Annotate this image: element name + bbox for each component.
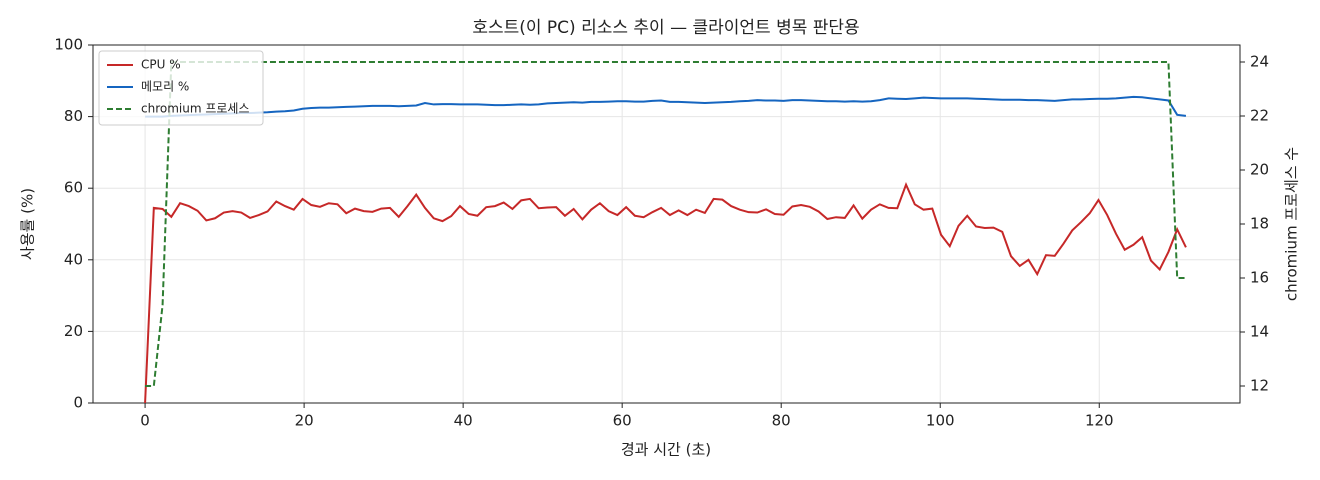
plot-frame bbox=[92, 44, 1241, 404]
y-axis-label: 사용률 (%) bbox=[19, 188, 37, 260]
y2-tick-label: 24 bbox=[1250, 53, 1269, 71]
x-tick-label: 120 bbox=[1085, 412, 1114, 430]
x-tick-label: 100 bbox=[926, 412, 955, 430]
y-tick-label: 40 bbox=[64, 250, 83, 268]
y2-tick-label: 20 bbox=[1250, 161, 1269, 179]
y-tick-label: 60 bbox=[64, 179, 83, 197]
y-tick-label: 100 bbox=[54, 36, 83, 54]
y-tick-label: 20 bbox=[64, 322, 83, 340]
x-tick-label: 80 bbox=[772, 412, 791, 430]
y2-tick-label: 14 bbox=[1250, 322, 1269, 340]
chart-title: 호스트(이 PC) 리소스 추이 — 클라이언트 병목 판단용 bbox=[472, 18, 859, 38]
x-tick-label: 40 bbox=[454, 412, 473, 430]
y2-tick-label: 16 bbox=[1250, 268, 1269, 286]
legend-label: CPU % bbox=[141, 58, 181, 72]
series-line bbox=[145, 95, 1187, 118]
y2-tick-label: 18 bbox=[1250, 215, 1269, 233]
legend-label: 메모리 % bbox=[141, 80, 189, 94]
x-tick-label: 20 bbox=[295, 412, 314, 430]
x-tick-label: 60 bbox=[613, 412, 632, 430]
x-tick-label: 0 bbox=[140, 412, 150, 430]
y2-axis-label: chromium 프로세스 수 bbox=[1283, 147, 1301, 301]
y-tick-label: 0 bbox=[73, 394, 83, 412]
legend-label: chromium 프로세스 bbox=[141, 102, 250, 116]
legend: CPU % 메모리 % chromium 프로세스 bbox=[98, 50, 264, 126]
series-line bbox=[145, 61, 1186, 387]
y2-tick-label: 12 bbox=[1250, 376, 1269, 394]
y2-tick-label: 22 bbox=[1250, 107, 1269, 125]
x-axis-label: 경과 시간 (초) bbox=[621, 441, 711, 459]
y-tick-label: 80 bbox=[64, 107, 83, 125]
series-line bbox=[144, 181, 1187, 404]
legend-frame bbox=[98, 50, 264, 126]
